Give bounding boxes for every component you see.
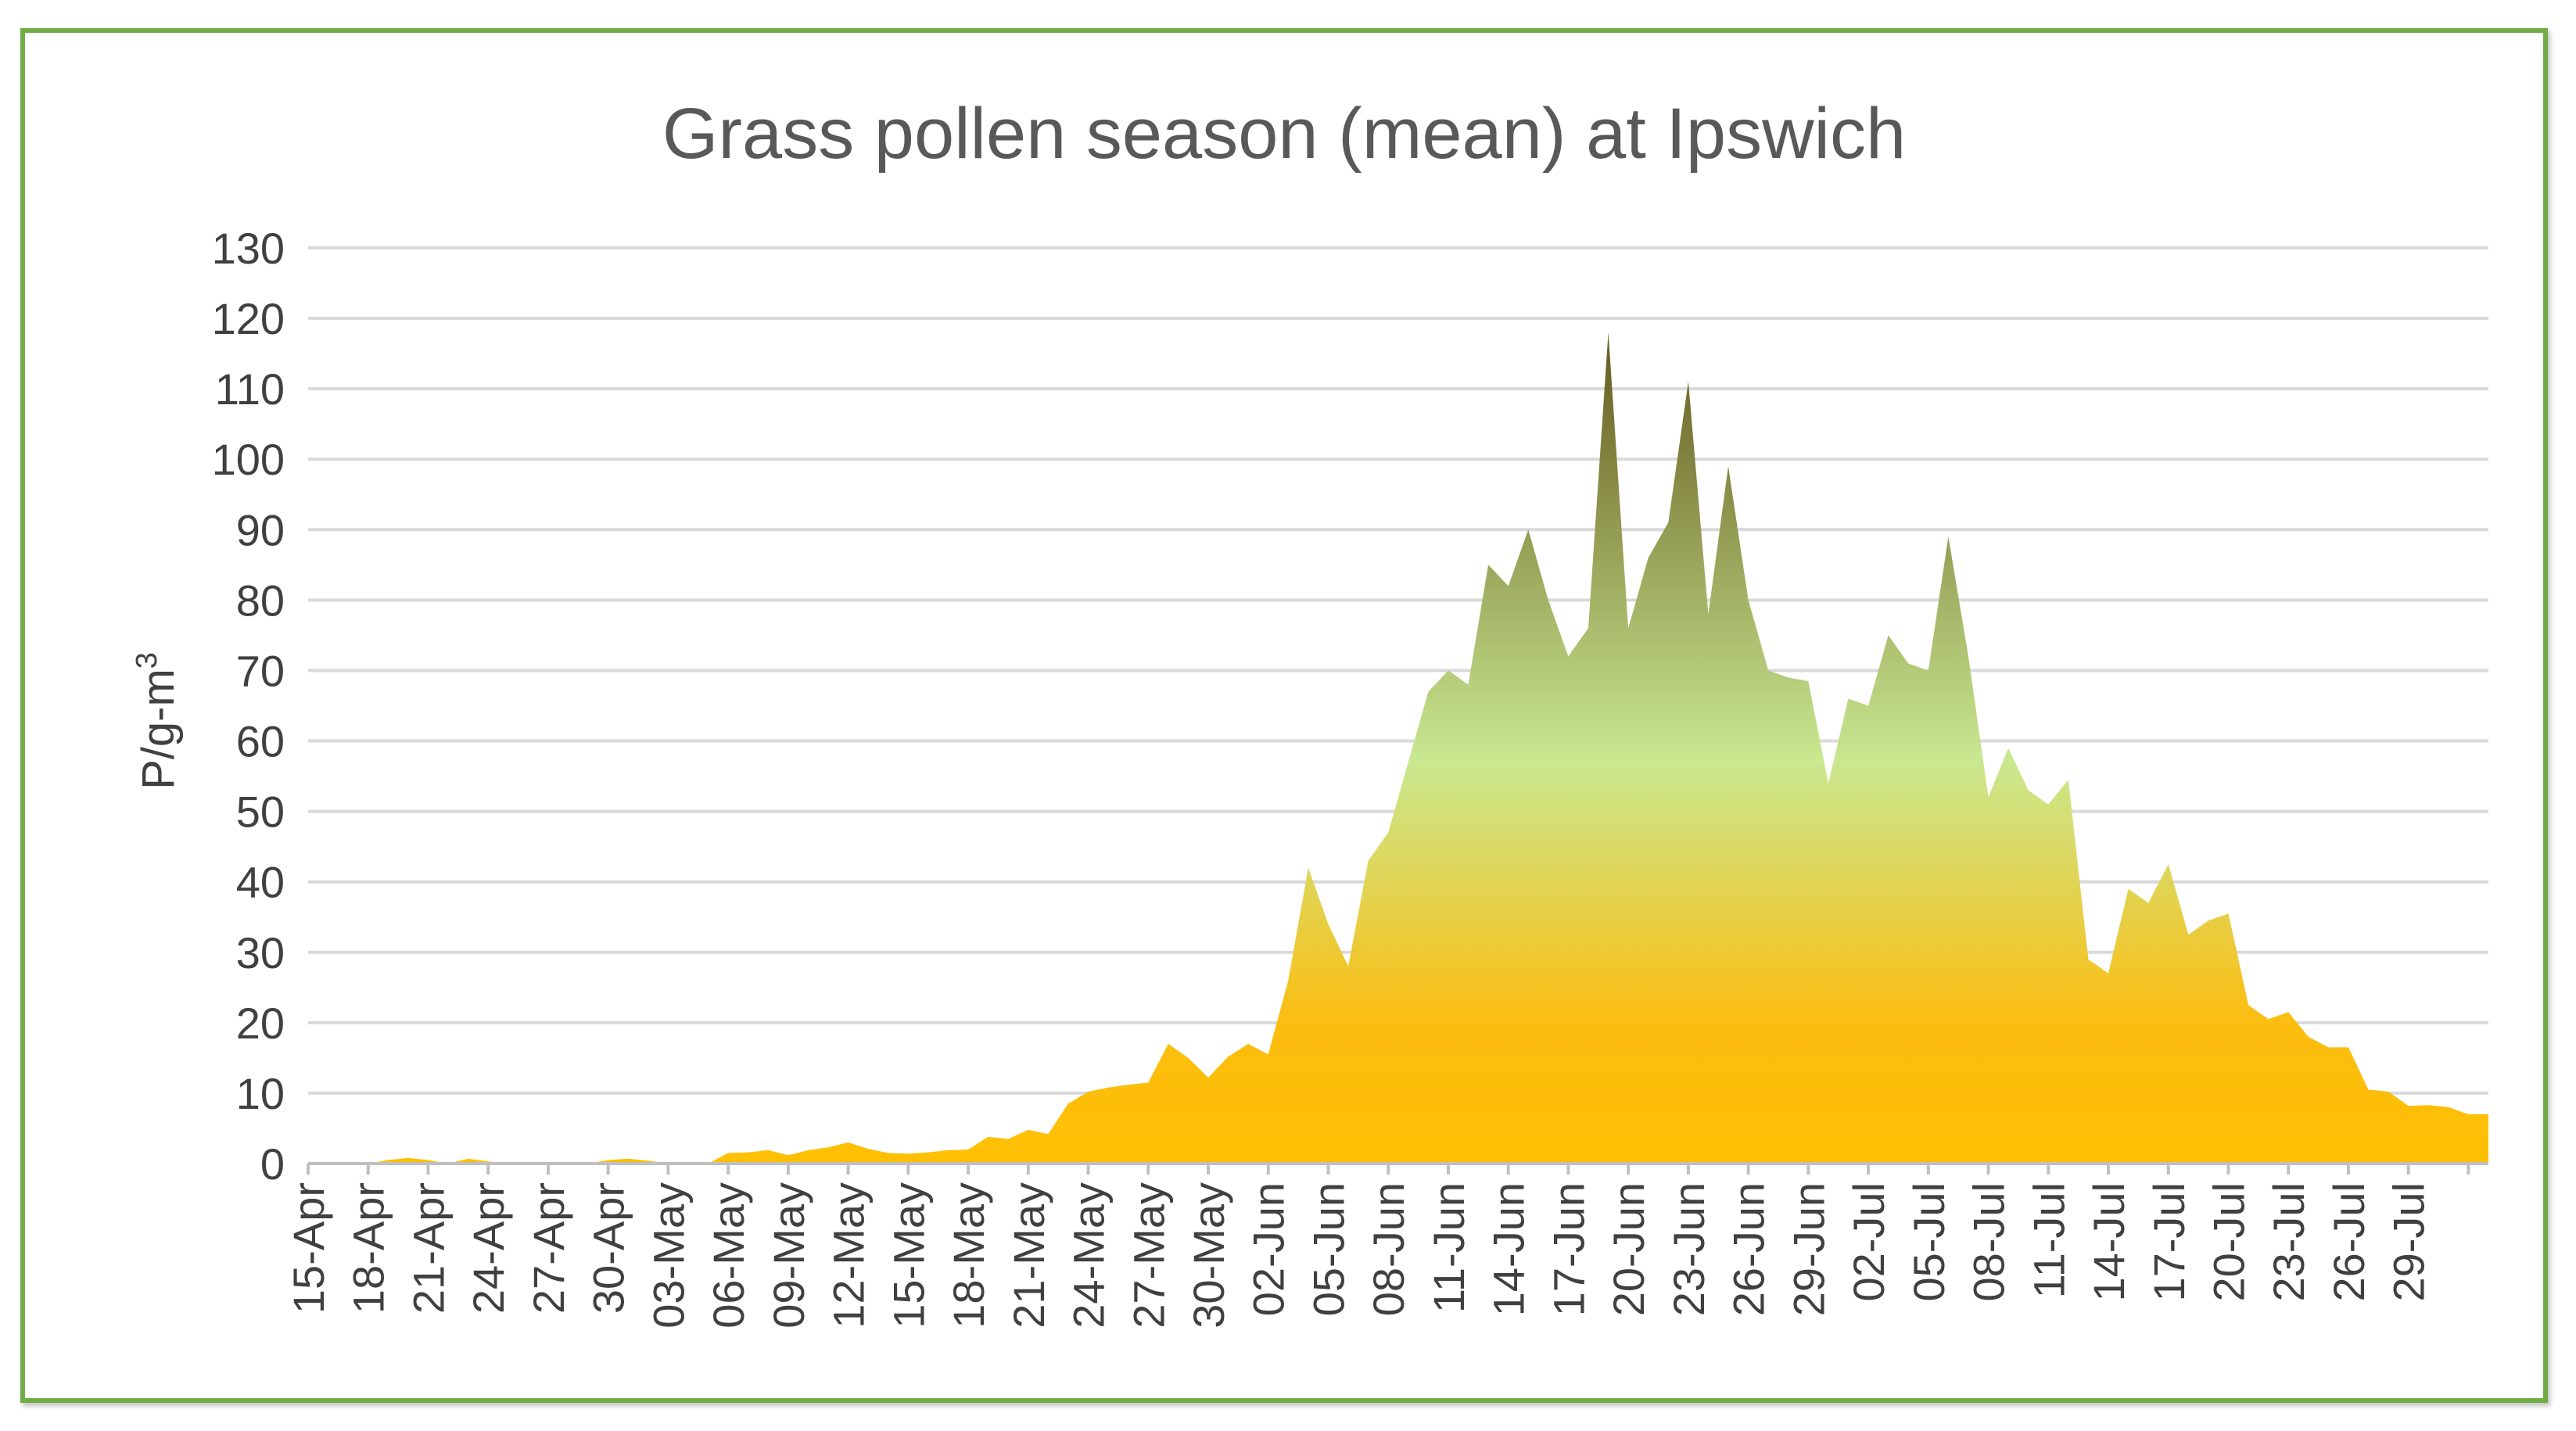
x-tick-label: 21-Apr — [404, 1182, 454, 1314]
x-tick-label: 23-Jul — [2264, 1182, 2313, 1302]
x-tick-label: 11-Jul — [2024, 1182, 2073, 1298]
y-tick-label: 50 — [236, 787, 285, 837]
y-tick-label: 40 — [236, 858, 285, 907]
x-tick-label: 20-Jul — [2205, 1182, 2254, 1302]
y-axis-label: P/g-m3 — [131, 652, 184, 790]
x-axis — [307, 1162, 2488, 1175]
series-area — [308, 332, 2488, 1164]
y-tick-label: 20 — [236, 999, 285, 1048]
x-tick-label: 14-Jun — [1484, 1182, 1534, 1316]
x-tick-label: 20-Jun — [1604, 1182, 1653, 1316]
x-axis-ticks: 15-Apr 18-Apr 21-Apr 24-Apr 27-Apr 30-Apr 03-M… — [284, 1182, 2434, 1329]
plot-area — [308, 332, 2488, 1164]
x-tick-label: 24-May — [1064, 1182, 1114, 1329]
x-tick-label: 27-Apr — [524, 1182, 573, 1314]
x-tick-label: 29-Jun — [1784, 1182, 1833, 1316]
y-tick-label: 110 — [215, 364, 285, 414]
y-tick-label: 120 — [212, 294, 285, 343]
y-tick-label: 80 — [236, 576, 285, 625]
x-tick-label: 14-Jul — [2084, 1182, 2133, 1302]
x-tick-label: 09-May — [764, 1182, 813, 1329]
x-tick-label: 30-May — [1184, 1182, 1233, 1329]
y-tick-label: 60 — [236, 717, 285, 766]
x-tick-label: 06-May — [704, 1182, 753, 1329]
x-tick-label: 02-Jun — [1244, 1182, 1293, 1316]
y-tick-label: 10 — [236, 1069, 285, 1118]
x-tick-label: 03-May — [644, 1182, 693, 1329]
y-tick-label: 100 — [212, 435, 285, 484]
x-tick-label: 05-Jun — [1304, 1182, 1354, 1316]
x-tick-label: 29-Jul — [2384, 1182, 2434, 1302]
x-tick-label: 12-May — [824, 1182, 874, 1329]
y-tick-label: 90 — [236, 505, 285, 554]
x-tick-label: 27-May — [1124, 1182, 1173, 1329]
x-tick-label: 11-Jun — [1424, 1182, 1473, 1313]
y-tick-label: 30 — [236, 928, 285, 977]
y-axis-label-superscript: 3 — [131, 652, 163, 669]
x-tick-label: 17-Jun — [1544, 1182, 1593, 1316]
x-tick-label: 02-Jul — [1844, 1182, 1893, 1302]
x-tick-label: 21-May — [1004, 1182, 1053, 1329]
chart: Grass pollen season (mean) at Ipswich 01… — [131, 94, 2488, 1329]
x-tick-label: 24-Apr — [464, 1182, 513, 1314]
x-tick-label: 18-Apr — [344, 1182, 393, 1314]
x-tick-label: 26-Jul — [2324, 1182, 2373, 1302]
y-tick-label: 0 — [260, 1139, 285, 1189]
x-tick-label: 15-Apr — [284, 1182, 333, 1314]
x-tick-label: 08-Jun — [1364, 1182, 1413, 1316]
chart-title: Grass pollen season (mean) at Ipswich — [662, 94, 1906, 174]
x-tick-label: 15-May — [884, 1182, 933, 1329]
y-tick-label: 130 — [212, 224, 285, 273]
y-tick-label: 70 — [236, 646, 285, 695]
x-tick-label: 30-Apr — [584, 1182, 633, 1314]
x-tick-label: 17-Jul — [2144, 1182, 2194, 1302]
x-tick-label: 18-May — [944, 1182, 993, 1329]
x-tick-label: 08-Jul — [1964, 1182, 2014, 1302]
x-tick-label: 26-Jun — [1724, 1182, 1774, 1316]
y-axis-ticks: 0 10 20 30 40 50 60 70 80 90 100 110 120 130 — [212, 224, 285, 1189]
x-tick-label: 23-Jun — [1664, 1182, 1713, 1316]
x-tick-label: 05-Jul — [1904, 1182, 1954, 1302]
